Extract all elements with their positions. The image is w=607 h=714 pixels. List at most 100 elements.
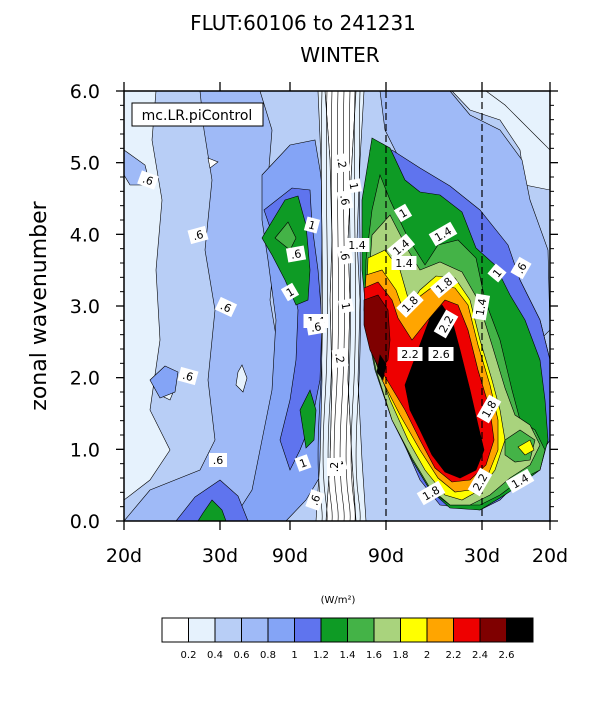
colorbar-box-4 — [267, 617, 295, 643]
contour-band-31 — [485, 91, 550, 151]
contour-band-32 — [235, 364, 248, 393]
contour-label-36: .6 — [510, 256, 532, 280]
colorbar-box-7 — [347, 617, 375, 643]
contour-band-27 — [404, 304, 485, 479]
colorbar-box-11 — [453, 617, 481, 643]
y-tick-label-0: 0.0 — [70, 511, 100, 533]
contour-label-17: 1.4 — [344, 238, 370, 252]
y-tick-label-5: 5.0 — [70, 153, 100, 175]
contour-band-25 — [363, 294, 391, 371]
contour-label-2: .6 — [214, 296, 238, 318]
colorbar-level-label-6: 1.4 — [340, 650, 356, 661]
contour-label-text-20: 1.4 — [395, 257, 413, 270]
contour-line-2 — [327, 91, 333, 521]
colorbar-box-12 — [479, 617, 507, 643]
contour-label-text-6: .6 — [290, 247, 303, 262]
colorbar-level-label-12: 2.6 — [499, 650, 515, 661]
contour-label-22: 2.2 — [397, 347, 423, 361]
contour-line-6 — [350, 91, 356, 521]
contour-label-3: .6 — [177, 366, 199, 386]
colorbar-box-8 — [373, 617, 401, 643]
x-tick-label-2: 90d — [272, 545, 308, 567]
contour-label-text-10: .2 — [334, 157, 349, 170]
colorbar-unit: (W/m²) — [321, 595, 356, 606]
contour-label-24: 2.6 — [428, 347, 454, 361]
contour-label-1: .6 — [187, 225, 209, 245]
colorbar-box-1 — [188, 617, 216, 643]
contour-line-5 — [345, 91, 351, 521]
contour-band-26 — [376, 354, 387, 381]
contour-label-text-3: .6 — [181, 369, 195, 384]
contour-band-29 — [517, 439, 535, 456]
colorbar-level-label-3: 0.8 — [260, 650, 276, 661]
contour-band-17 — [197, 499, 227, 521]
colorbar-box-10 — [426, 617, 454, 643]
contour-band-30 — [149, 365, 179, 399]
contour-line-1 — [322, 91, 328, 521]
colorbar-box-0 — [161, 617, 189, 643]
run-label: mc.LR.piControl — [142, 108, 253, 124]
x-tick-label-1: 30d — [202, 545, 238, 567]
contour-band-36 — [207, 157, 219, 169]
contour-label-35: 1 — [487, 263, 507, 283]
y-tick-label-2: 2.0 — [70, 368, 100, 390]
contour-label-text-14: 1 — [338, 302, 352, 311]
contour-band-19 — [274, 221, 297, 251]
x-tick-label-0: 20d — [106, 545, 142, 567]
y-tick-label-3: 3.0 — [70, 296, 100, 318]
colorbar-level-label-11: 2.4 — [472, 650, 488, 661]
contour-label-text-24: 2.6 — [432, 348, 450, 361]
contour-line-7 — [355, 91, 361, 521]
contour-label-text-33: .2 — [328, 462, 341, 473]
contour-label-text-12: 1 — [346, 182, 360, 191]
colorbar-level-label-1: 0.4 — [207, 650, 223, 661]
contour-label-20: 1.4 — [391, 256, 417, 270]
chart-title-line2: WINTER — [300, 43, 379, 67]
contour-label-text-0: .6 — [141, 173, 155, 189]
x-tick-label-3: 90d — [368, 545, 404, 567]
contour-label-9: .6 — [305, 318, 327, 336]
y-tick-label-6: 6.0 — [70, 81, 100, 103]
contour-label-text-9: .6 — [310, 320, 323, 335]
contour-label-27: .6 — [305, 489, 325, 511]
contour-line-4 — [339, 91, 345, 521]
colorbar-level-label-2: 0.6 — [234, 650, 250, 661]
contour-label-32: 1.4 — [471, 293, 491, 321]
contour-label-text-34: 1 — [298, 456, 309, 471]
colorbar-box-2 — [214, 617, 242, 643]
colorbar-level-label-7: 1.6 — [366, 650, 382, 661]
contour-bands — [124, 91, 550, 521]
run-label-box: mc.LR.piControl — [131, 102, 264, 127]
contour-label-text-27: .6 — [308, 493, 324, 507]
contour-label-text-22: 2.2 — [401, 348, 419, 361]
colorbar-box-6 — [320, 617, 348, 643]
colorbar-level-label-8: 1.8 — [393, 650, 409, 661]
y-tick-label-1: 1.0 — [70, 439, 100, 461]
x-tick-label-5: 20d — [532, 545, 568, 567]
contour-plot: .6.6.6.6.61.611.4.6.2.61.61.211.41.41.81… — [70, 81, 568, 567]
contour-label-34: 1 — [294, 454, 312, 472]
colorbar-level-label-4: 1 — [291, 650, 297, 661]
colorbar-box-5 — [294, 617, 322, 643]
contour-label-0: .6 — [137, 170, 159, 190]
chart-title-line1: FLUT:60106 to 241231 — [190, 11, 416, 35]
contour-label-text-2: .6 — [218, 299, 233, 315]
colorbar-level-label-5: 1.2 — [313, 650, 329, 661]
contour-label-text-1: .6 — [191, 228, 205, 243]
contour-band-15 — [261, 195, 311, 306]
contour-label-11: .6 — [336, 189, 354, 211]
y-axis-label: zonal wavenumber — [27, 200, 52, 410]
contour-label-6: .6 — [285, 245, 307, 263]
contour-label-7: 1 — [280, 282, 300, 302]
contour-label-5: 1 — [303, 216, 321, 234]
contour-label-15: .2 — [331, 347, 349, 369]
contour-label-33: .2 — [327, 458, 341, 476]
contour-band-34 — [315, 91, 333, 521]
contour-label-14: 1 — [337, 298, 355, 314]
colorbar-box-13 — [506, 617, 534, 643]
contour-label-26: 1 — [393, 203, 413, 223]
colorbar-level-label-9: 2 — [424, 650, 430, 661]
contour-label-text-17: 1.4 — [348, 239, 366, 252]
contour-label-text-5: 1 — [307, 218, 317, 232]
